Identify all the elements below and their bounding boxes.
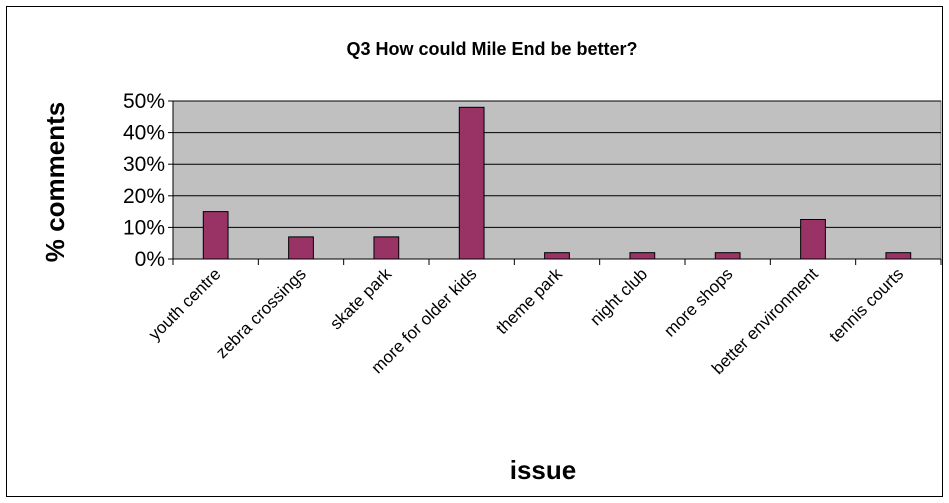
y-tick-labels: 0% 10% 20% 30% 40% 50% [123, 90, 165, 271]
bar [373, 236, 400, 260]
y-tick-label: 30% [123, 153, 165, 176]
y-tick-label: 0% [135, 248, 165, 271]
bar [714, 252, 741, 260]
x-category-label: night club [586, 264, 651, 329]
bar [885, 252, 912, 260]
x-category-label: zebra crossings [212, 264, 310, 362]
axes [168, 100, 942, 265]
y-tick-label: 50% [123, 90, 165, 113]
x-category-label: youth centre [145, 264, 225, 344]
y-tick-label: 20% [123, 185, 165, 208]
x-category-label: more shops [660, 264, 736, 340]
bar [458, 106, 485, 260]
bar [288, 236, 314, 260]
chart-title: Q3 How could Mile End be better? [346, 39, 637, 59]
bars [202, 106, 912, 260]
bar [800, 219, 826, 260]
y-axis-title: % comments [40, 102, 70, 262]
y-tick-label: 40% [123, 122, 165, 145]
x-category-label: tennis courts [826, 264, 908, 346]
x-axis-title: issue [510, 455, 577, 485]
bar [544, 252, 570, 260]
grid-lines [173, 100, 941, 228]
y-tick-label: 10% [123, 216, 165, 239]
x-category-label: skate park [326, 264, 395, 333]
bar [629, 252, 656, 260]
x-category-label: theme park [492, 264, 566, 338]
bar [202, 211, 229, 260]
